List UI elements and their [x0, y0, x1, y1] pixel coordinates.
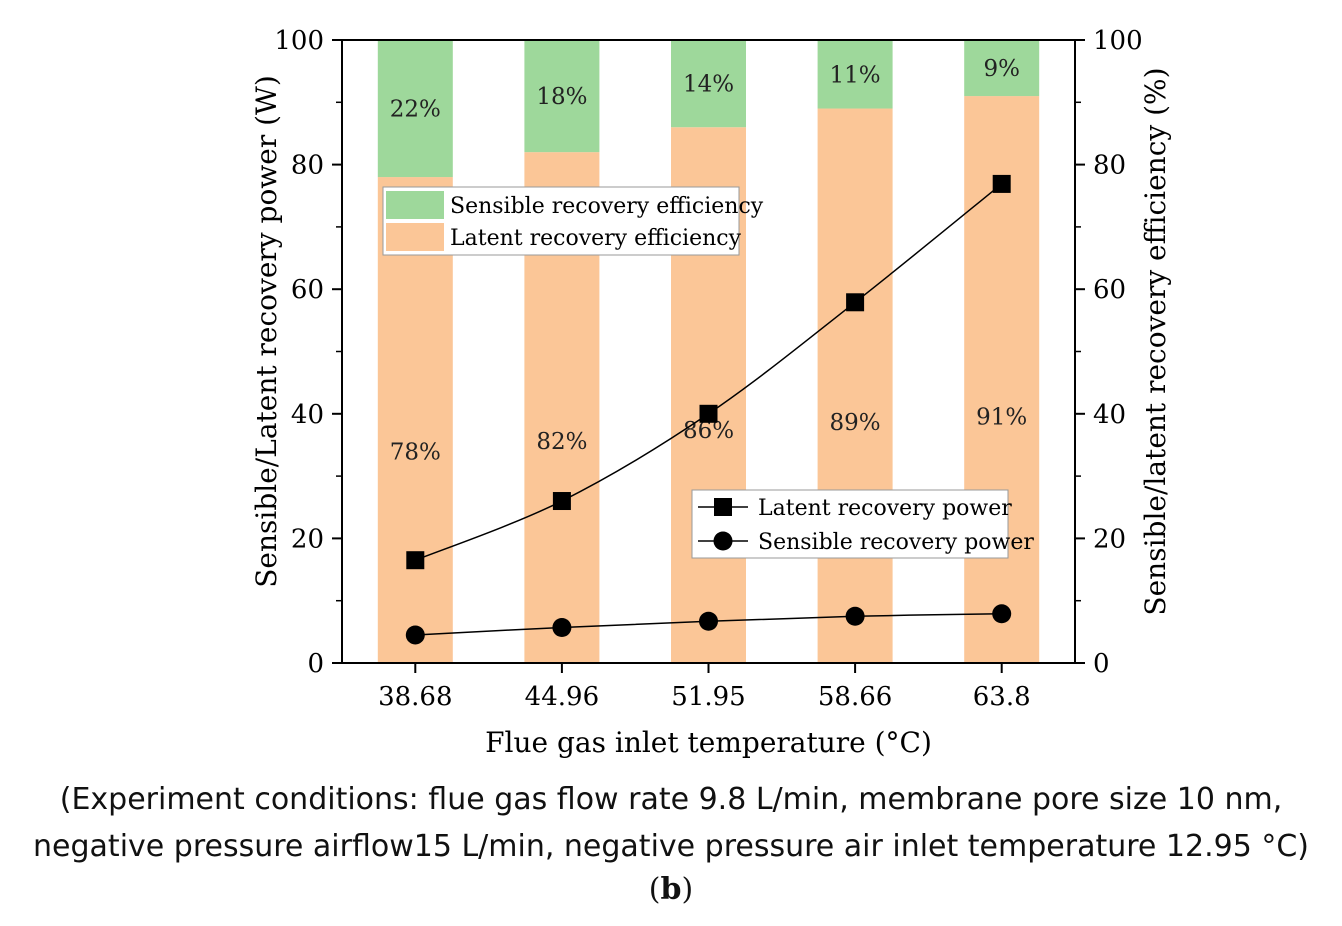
x-tick-label-0: 38.68: [378, 682, 452, 712]
point-latent-2: [699, 404, 718, 423]
caption-label-letter: b: [660, 872, 682, 907]
y-tick-label-left-4: 80: [291, 151, 324, 181]
point-latent-3: [846, 293, 865, 312]
y-tick-label-right-3: 60: [1093, 275, 1126, 305]
bar-latent-0: [377, 177, 453, 663]
point-latent-1: [552, 492, 571, 511]
legend-lines-box: [691, 489, 1009, 559]
point-sensible-4: [992, 604, 1012, 624]
x-axis-label: Flue gas inlet temperature (°C): [485, 726, 932, 759]
legend-label-sensible-efficiency: Sensible recovery efficiency: [450, 194, 764, 219]
point-sensible-3: [845, 606, 865, 626]
point-latent-4: [992, 174, 1011, 193]
y-axis-label-left: Sensible/Latent recovery power (W): [250, 75, 283, 588]
y-axis-label-right: Sensible/latent recovery efficiency (%): [1139, 67, 1172, 615]
x-tick-label-2: 51.95: [671, 682, 745, 712]
y-tick-label-right-2: 40: [1093, 400, 1126, 430]
caption-label: (b): [648, 872, 694, 907]
bar-label-sensible-4: 9%: [983, 56, 1020, 82]
legend-swatch-latent: [386, 223, 444, 251]
bar-label-latent-1: 82%: [536, 429, 587, 455]
bar-latent-3: [817, 108, 893, 663]
legend-swatch-sensible: [386, 191, 444, 219]
legend-marker-latent: [714, 498, 732, 516]
point-latent-0: [406, 551, 425, 570]
x-tick-label-3: 58.66: [818, 682, 892, 712]
y-tick-label-left-0: 0: [307, 649, 324, 679]
bar-sensible-3: [817, 40, 893, 109]
y-tick-label-right-5: 100: [1093, 26, 1143, 56]
bar-sensible-4: [964, 40, 1040, 97]
bar-label-sensible-0: 22%: [390, 97, 441, 123]
y-tick-label-right-1: 20: [1093, 524, 1126, 554]
bar-label-latent-4: 91%: [976, 405, 1027, 431]
bar-label-latent-3: 89%: [830, 410, 881, 436]
legend-label-sensible-power: Sensible recovery power: [758, 530, 1034, 555]
bar-sensible-1: [524, 40, 600, 153]
legend-label-latent-power: Latent recovery power: [758, 496, 1012, 521]
x-tick-label-1: 44.96: [525, 682, 599, 712]
y-tick-label-left-1: 20: [291, 524, 324, 554]
bar-label-sensible-2: 14%: [683, 72, 734, 98]
y-tick-label-left-3: 60: [291, 275, 324, 305]
y-tick-label-left-2: 40: [291, 400, 324, 430]
bar-label-sensible-3: 11%: [830, 62, 881, 88]
point-sensible-0: [405, 625, 425, 645]
point-sensible-1: [552, 617, 572, 637]
caption-line-2: negative pressure airflow15 L/min, negat…: [33, 829, 1309, 864]
bar-label-latent-0: 78%: [390, 440, 441, 466]
y-tick-label-left-5: 100: [274, 26, 324, 56]
y-tick-label-right-4: 80: [1093, 151, 1126, 181]
y-tick-label-right-0: 0: [1093, 649, 1110, 679]
legend-label-latent-efficiency: Latent recovery efficiency: [450, 226, 742, 251]
caption-line-1: (Experiment conditions: flue gas flow ra…: [59, 782, 1283, 817]
point-sensible-2: [699, 611, 718, 631]
bar-label-sensible-1: 18%: [536, 84, 587, 110]
bar-sensible-0: [377, 40, 453, 178]
legend-marker-sensible: [713, 531, 733, 551]
bar-sensible-2: [671, 40, 746, 128]
x-tick-label-4: 63.8: [973, 682, 1031, 712]
